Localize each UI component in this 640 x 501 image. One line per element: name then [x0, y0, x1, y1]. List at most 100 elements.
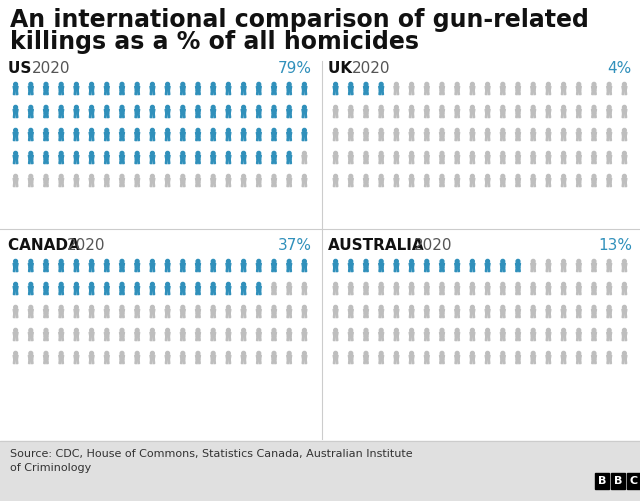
- Polygon shape: [592, 359, 594, 364]
- Polygon shape: [470, 136, 472, 141]
- Circle shape: [592, 151, 596, 155]
- Polygon shape: [534, 159, 536, 164]
- Polygon shape: [440, 182, 442, 186]
- Circle shape: [135, 306, 139, 309]
- Polygon shape: [44, 264, 49, 268]
- Circle shape: [242, 128, 246, 132]
- Polygon shape: [271, 332, 276, 336]
- Polygon shape: [546, 90, 548, 95]
- Circle shape: [380, 151, 383, 155]
- Polygon shape: [195, 309, 200, 313]
- Circle shape: [364, 329, 368, 332]
- Polygon shape: [16, 159, 18, 164]
- Polygon shape: [28, 286, 33, 291]
- Polygon shape: [16, 182, 18, 186]
- Polygon shape: [183, 113, 185, 118]
- Circle shape: [380, 329, 383, 332]
- Polygon shape: [44, 313, 45, 318]
- Polygon shape: [275, 90, 276, 95]
- Polygon shape: [305, 268, 307, 272]
- Polygon shape: [577, 136, 579, 141]
- Polygon shape: [13, 132, 18, 136]
- Polygon shape: [120, 332, 125, 336]
- Polygon shape: [577, 90, 579, 95]
- Polygon shape: [622, 109, 627, 113]
- Polygon shape: [28, 86, 33, 90]
- Polygon shape: [165, 309, 170, 313]
- Polygon shape: [302, 182, 304, 186]
- Polygon shape: [183, 182, 185, 186]
- Polygon shape: [424, 286, 429, 291]
- Circle shape: [29, 283, 33, 286]
- Polygon shape: [531, 286, 536, 291]
- Circle shape: [592, 105, 596, 109]
- Circle shape: [394, 306, 398, 309]
- Circle shape: [120, 351, 124, 355]
- Polygon shape: [150, 155, 155, 159]
- Polygon shape: [122, 113, 124, 118]
- Polygon shape: [379, 86, 384, 90]
- Polygon shape: [412, 291, 414, 295]
- Circle shape: [440, 260, 444, 263]
- Circle shape: [562, 105, 566, 109]
- Polygon shape: [305, 90, 307, 95]
- Polygon shape: [196, 113, 198, 118]
- Polygon shape: [302, 359, 304, 364]
- Polygon shape: [548, 113, 550, 118]
- Polygon shape: [89, 264, 94, 268]
- Polygon shape: [394, 132, 399, 136]
- Polygon shape: [546, 355, 551, 359]
- Polygon shape: [13, 178, 18, 182]
- Polygon shape: [458, 113, 460, 118]
- Circle shape: [287, 260, 291, 263]
- Polygon shape: [625, 268, 627, 272]
- Polygon shape: [92, 313, 94, 318]
- Polygon shape: [412, 159, 414, 164]
- Polygon shape: [196, 136, 198, 141]
- Circle shape: [364, 260, 368, 263]
- Polygon shape: [579, 336, 581, 341]
- Polygon shape: [271, 286, 276, 291]
- Polygon shape: [455, 336, 457, 341]
- Polygon shape: [195, 86, 200, 90]
- Polygon shape: [211, 178, 216, 182]
- Polygon shape: [364, 268, 365, 272]
- Polygon shape: [500, 132, 506, 136]
- Polygon shape: [531, 159, 533, 164]
- Polygon shape: [458, 313, 460, 318]
- Polygon shape: [44, 178, 49, 182]
- Polygon shape: [104, 313, 106, 318]
- Polygon shape: [138, 159, 140, 164]
- Polygon shape: [515, 332, 520, 336]
- Polygon shape: [198, 90, 200, 95]
- Polygon shape: [135, 113, 137, 118]
- Polygon shape: [348, 332, 353, 336]
- Polygon shape: [592, 182, 594, 186]
- Polygon shape: [561, 132, 566, 136]
- Polygon shape: [366, 313, 368, 318]
- Circle shape: [181, 260, 185, 263]
- Polygon shape: [150, 286, 155, 291]
- Polygon shape: [409, 155, 414, 159]
- Polygon shape: [13, 113, 15, 118]
- Polygon shape: [61, 359, 63, 364]
- Polygon shape: [138, 268, 140, 272]
- Polygon shape: [531, 155, 536, 159]
- Polygon shape: [211, 313, 213, 318]
- Polygon shape: [351, 159, 353, 164]
- Polygon shape: [180, 109, 186, 113]
- Polygon shape: [470, 155, 475, 159]
- Circle shape: [120, 260, 124, 263]
- Polygon shape: [485, 268, 487, 272]
- Circle shape: [257, 351, 260, 355]
- Polygon shape: [470, 132, 475, 136]
- Circle shape: [166, 260, 170, 263]
- Circle shape: [135, 174, 139, 178]
- Polygon shape: [168, 136, 170, 141]
- Circle shape: [196, 151, 200, 155]
- Polygon shape: [241, 359, 243, 364]
- Polygon shape: [305, 291, 307, 295]
- Polygon shape: [104, 136, 106, 141]
- Polygon shape: [302, 286, 307, 291]
- Polygon shape: [165, 155, 170, 159]
